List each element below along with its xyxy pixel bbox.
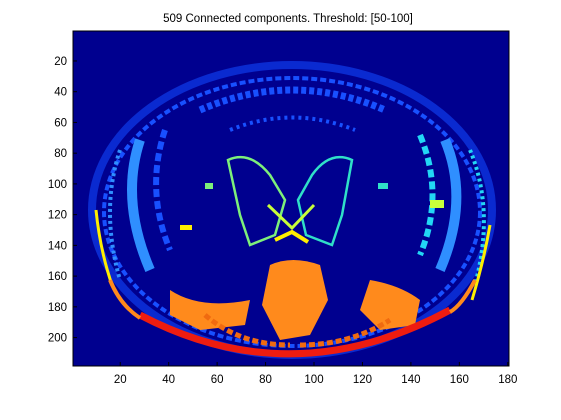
right-ventricle [296,155,354,247]
right-edge-arc [470,224,492,301]
occipital-right-fold [299,317,392,348]
right-outer-band [468,149,486,286]
y-axis: 20 40 60 80 100 120 140 160 180 200 [48,56,77,345]
ventricle-lower [274,229,310,244]
blob-left-yellow [180,225,192,230]
ventricle-center [266,203,316,231]
blob-right-lime [430,200,444,208]
right-sulci-band [417,133,436,257]
x-tick-label: 140 [401,374,420,386]
frontal-inner-band [229,115,356,132]
posterior-skull-arc [138,306,452,358]
figure-title: 509 Connected components. Threshold: [50… [163,13,413,25]
x-tick-label: 100 [304,374,323,386]
occipital-right [360,280,420,330]
x-tick-label: 20 [114,374,127,386]
segmentation-image [88,61,496,359]
posterior-left-arc [108,279,142,320]
y-tick-label: 60 [54,117,67,129]
left-cortex-band [127,138,155,272]
blob-right-teal [378,183,388,189]
left-edge-arc [94,209,114,286]
occipital-left [170,290,250,330]
y-tick-label: 140 [48,240,67,252]
right-cortex-band [435,138,462,272]
x-tick-label: 120 [353,374,372,386]
image-plot-area [72,30,510,367]
y-tick-label: 80 [54,148,67,160]
y-tick-label: 200 [48,333,67,345]
left-ventricle [226,155,287,247]
y-tick-label: 40 [54,87,67,99]
occipital-left-fold [203,313,291,348]
x-axis: 20 40 60 80 100 120 140 160 180 [114,362,517,386]
y-tick-label: 120 [48,210,67,222]
y-tick-label: 20 [54,56,67,68]
x-tick-label: 180 [498,374,517,386]
x-tick-label: 40 [162,374,175,386]
x-tick-label: 80 [259,374,272,386]
y-tick-label: 180 [48,302,67,314]
blob-left-green [205,183,213,189]
left-sulci-band [153,129,173,252]
x-tick-label: 160 [450,374,469,386]
posterior-right-arc [448,279,477,314]
occipital-center [262,260,328,340]
y-tick-label: 100 [48,179,67,191]
axes-frame [72,30,510,367]
skull-ring-inner [102,76,482,348]
frontal-band [198,86,387,114]
y-tick-label: 160 [48,271,67,283]
x-tick-label: 60 [211,374,224,386]
left-outer-band [108,149,122,281]
